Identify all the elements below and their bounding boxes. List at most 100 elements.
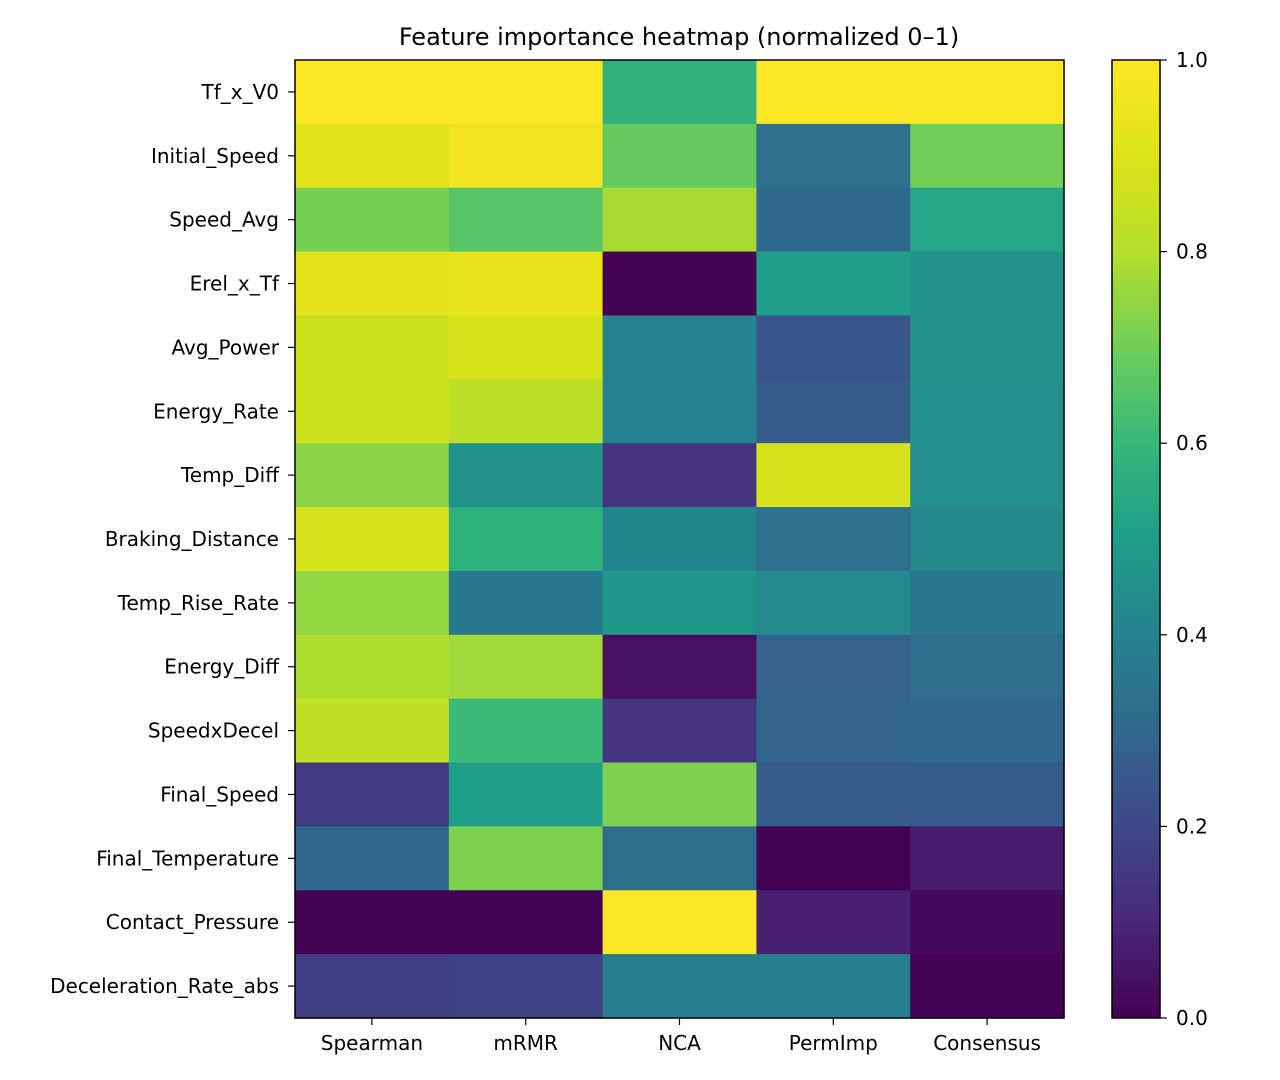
heatmap-cell <box>756 60 911 125</box>
heatmap-cell <box>602 507 757 572</box>
heatmap-cell <box>448 698 604 764</box>
colorbar-tick-label: 0.2 <box>1176 814 1208 838</box>
y-tick-label: Braking_Distance <box>105 527 279 551</box>
heatmap-cell <box>295 826 450 891</box>
y-tick-label: Final_Speed <box>160 782 279 806</box>
heatmap-cell <box>602 187 757 253</box>
heatmap-cell <box>448 443 604 508</box>
y-tick-label: Erel_x_Tf <box>190 272 280 296</box>
heatmap-cell <box>448 123 604 189</box>
heatmap-cell <box>910 698 1065 764</box>
heatmap-cell <box>295 762 450 827</box>
heatmap-cell <box>756 698 911 764</box>
heatmap-cell <box>756 123 911 189</box>
heatmap-cell <box>756 507 911 572</box>
heatmap-cell <box>448 507 604 572</box>
heatmap-cell <box>295 634 450 700</box>
heatmap-cells <box>295 60 1065 1019</box>
heatmap-cell <box>910 954 1065 1019</box>
heatmap-cell <box>448 60 604 125</box>
heatmap-cell <box>602 890 757 955</box>
heatmap-cell <box>295 890 450 955</box>
heatmap-cell <box>910 251 1065 317</box>
heatmap-cell <box>448 379 604 444</box>
heatmap-cell <box>910 187 1065 253</box>
heatmap-cell <box>910 507 1065 572</box>
heatmap-cell <box>756 954 911 1019</box>
heatmap-cell <box>295 698 450 764</box>
heatmap-cell <box>295 954 450 1019</box>
heatmap-cell <box>602 762 757 827</box>
heatmap-cell <box>602 251 757 317</box>
y-tick-label: Contact_Pressure <box>106 910 279 934</box>
y-axis-ticks: Tf_x_V0 Initial_Speed Speed_Avg Erel_x_Tf Av… <box>50 80 295 998</box>
heatmap-cell <box>756 187 911 253</box>
y-tick-label: Initial_Speed <box>151 144 279 168</box>
x-tick-label: NCA <box>658 1031 701 1055</box>
heatmap-cell <box>910 443 1065 508</box>
colorbar-ticks: 0.0 0.2 0.4 0.6 0.8 1.0 <box>1160 48 1208 1030</box>
heatmap-cell <box>295 251 450 317</box>
colorbar-tick-label: 0.0 <box>1176 1006 1208 1030</box>
x-tick-label: Consensus <box>933 1031 1041 1055</box>
heatmap-cell <box>910 762 1065 827</box>
heatmap-cell <box>756 379 911 444</box>
heatmap-cell <box>910 379 1065 444</box>
heatmap-cell <box>448 570 604 636</box>
heatmap-cell <box>448 187 604 253</box>
heatmap-cell <box>295 379 450 444</box>
heatmap-cell <box>756 826 911 891</box>
colorbar-tick-label: 1.0 <box>1176 48 1208 72</box>
y-tick-label: Energy_Rate <box>153 399 279 423</box>
heatmap-cell <box>910 315 1065 380</box>
y-tick-label: Final_Temperature <box>96 846 279 870</box>
heatmap-cell <box>448 826 604 891</box>
y-tick-label: Deceleration_Rate_abs <box>50 974 279 998</box>
heatmap-cell <box>295 507 450 572</box>
y-tick-label: Temp_Rise_Rate <box>117 591 279 615</box>
heatmap-cell <box>910 826 1065 891</box>
heatmap-cell <box>910 570 1065 636</box>
heatmap-cell <box>448 251 604 317</box>
heatmap-cell <box>295 123 450 189</box>
heatmap-cell <box>756 634 911 700</box>
y-tick-label: Tf_x_V0 <box>201 80 280 104</box>
heatmap-cell <box>756 890 911 955</box>
heatmap-cell <box>295 443 450 508</box>
colorbar-tick-label: 0.8 <box>1176 240 1208 264</box>
heatmap-cell <box>756 570 911 636</box>
chart-title: Feature importance heatmap (normalized 0… <box>399 23 959 51</box>
heatmap-cell <box>602 634 757 700</box>
heatmap-cell <box>448 634 604 700</box>
heatmap-cell <box>910 60 1065 125</box>
heatmap-cell <box>602 443 757 508</box>
x-tick-label: Spearman <box>321 1031 423 1055</box>
heatmap-cell <box>602 954 757 1019</box>
heatmap-cell <box>756 443 911 508</box>
heatmap-cell <box>602 315 757 380</box>
heatmap-cell <box>910 634 1065 700</box>
heatmap-cell <box>602 826 757 891</box>
heatmap-cell <box>910 890 1065 955</box>
y-tick-label: Speed_Avg <box>169 208 279 232</box>
heatmap-cell <box>448 954 604 1019</box>
heatmap-cell <box>448 762 604 827</box>
heatmap-cell <box>295 315 450 380</box>
y-tick-label: Energy_Diff <box>164 655 280 679</box>
heatmap-cell <box>602 123 757 189</box>
y-tick-label: Avg_Power <box>171 335 279 359</box>
heatmap-cell <box>602 379 757 444</box>
heatmap-cell <box>448 890 604 955</box>
x-tick-label: mRMR <box>493 1031 558 1055</box>
heatmap-cell <box>602 570 757 636</box>
colorbar-tick-label: 0.6 <box>1176 431 1208 455</box>
heatmap-cell <box>448 315 604 380</box>
heatmap-cell <box>910 123 1065 189</box>
y-tick-label: Temp_Diff <box>180 463 280 487</box>
heatmap-cell <box>756 762 911 827</box>
heatmap-cell <box>602 698 757 764</box>
colorbar-tick-label: 0.4 <box>1176 623 1208 647</box>
y-tick-label: SpeedxDecel <box>148 719 279 743</box>
colorbar <box>1111 59 1161 1019</box>
